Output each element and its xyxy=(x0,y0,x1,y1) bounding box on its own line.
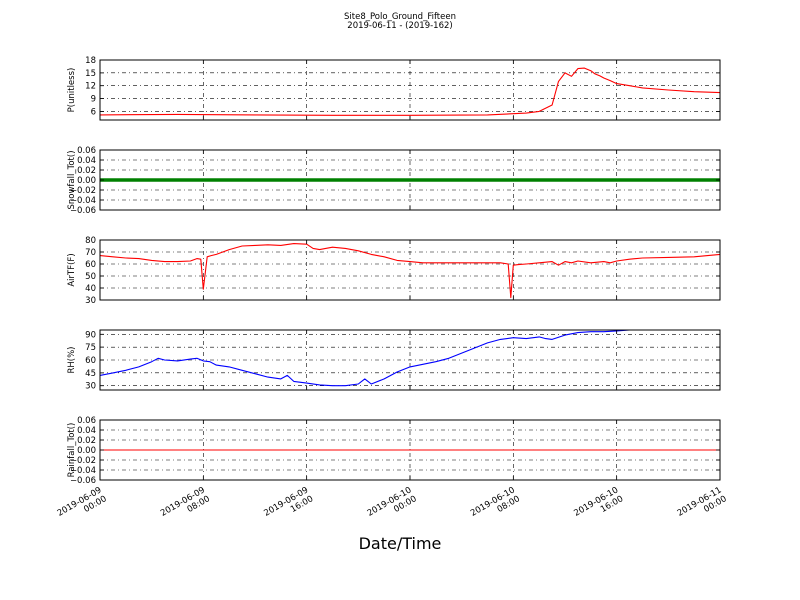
y-tick-label: 60 xyxy=(85,356,96,366)
chart-title: Site8_Polo_Ground_Fifteen xyxy=(344,12,456,22)
y-axis-label: AirTF(F) xyxy=(67,253,77,286)
panel-3: 30 40 50 60 70 80 AirTF(F) xyxy=(67,236,721,306)
y-tick-label: 80 xyxy=(85,236,96,246)
y-tick-label: 50 xyxy=(85,272,96,282)
y-tick-label: −0.04 xyxy=(70,196,96,206)
panel-4: 30 45 60 75 90 RH(%) xyxy=(67,329,721,392)
y-axis-label: Snowfall_Tot() xyxy=(67,150,77,209)
y-tick-label: 6 xyxy=(91,107,96,117)
chart-subtitle: 2019-06-11 - (2019-162) xyxy=(347,21,453,31)
series-line xyxy=(99,67,721,116)
series-line xyxy=(99,329,630,387)
y-tick-label: 30 xyxy=(85,382,96,392)
y-tick-label: 45 xyxy=(85,369,96,379)
y-tick-label: 0.00 xyxy=(77,176,96,186)
y-tick-label: 0.00 xyxy=(77,446,96,456)
y-tick-label: −0.06 xyxy=(70,476,96,486)
panel-5: −0.06−0.04−0.020.000.020.040.06Rainfall_… xyxy=(67,416,721,486)
series-line xyxy=(99,243,721,299)
y-tick-label: 0.04 xyxy=(77,156,96,166)
y-tick-label: −0.06 xyxy=(70,206,96,216)
y-tick-label: 0.02 xyxy=(77,436,96,446)
y-axis-label: P(unitless) xyxy=(67,68,77,113)
y-tick-label: 15 xyxy=(85,69,96,79)
y-axis-label: RH(%) xyxy=(67,346,77,373)
y-tick-label: 60 xyxy=(85,260,96,270)
y-tick-label: 40 xyxy=(85,284,96,294)
y-tick-label: −0.02 xyxy=(70,186,96,196)
y-tick-label: 0.02 xyxy=(77,166,96,176)
panel-2: −0.06−0.04−0.020.000.020.040.06Snowfall_… xyxy=(67,146,721,216)
y-tick-label: 0.06 xyxy=(77,146,96,156)
y-tick-label: 30 xyxy=(85,296,96,306)
x-axis-label: Date/Time xyxy=(358,534,442,553)
y-tick-label: 0.06 xyxy=(77,416,96,426)
y-tick-label: 18 xyxy=(85,56,96,66)
y-tick-label: 75 xyxy=(85,343,96,353)
y-tick-label: 9 xyxy=(91,95,96,105)
panel-1: 6 9 12 15 18 P(unitless) xyxy=(67,56,721,121)
y-tick-label: −0.02 xyxy=(70,456,96,466)
y-tick-label: 90 xyxy=(85,330,96,340)
y-tick-label: 70 xyxy=(85,248,96,258)
y-axis-label: Rainfall_Tot() xyxy=(67,423,77,478)
y-tick-label: 0.04 xyxy=(77,426,96,436)
y-tick-label: 12 xyxy=(85,82,96,92)
y-tick-label: −0.04 xyxy=(70,466,96,476)
